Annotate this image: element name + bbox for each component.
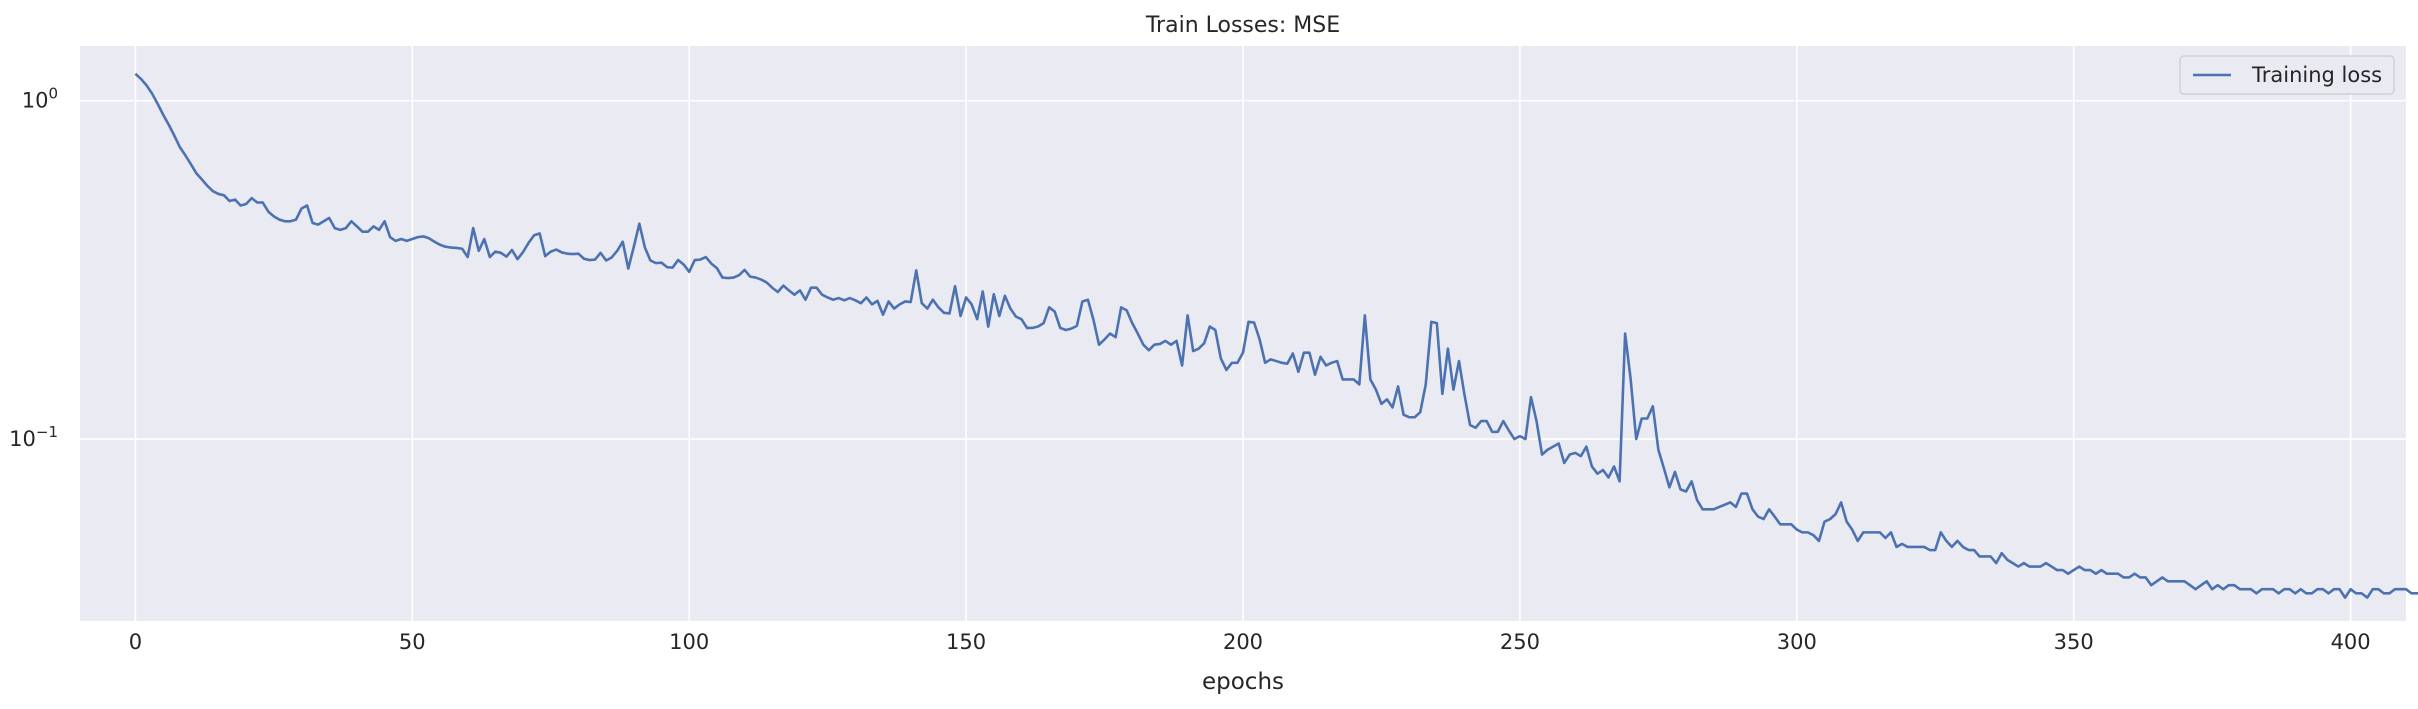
x-tick-label-250: 250 <box>1500 630 1540 654</box>
x-tick-label-50: 50 <box>399 630 426 654</box>
x-tick-label-0: 0 <box>129 630 142 654</box>
x-tick-label-150: 150 <box>946 630 986 654</box>
x-axis-label: epochs <box>1202 669 1284 695</box>
x-tick-label-100: 100 <box>669 630 709 654</box>
x-tick-label-200: 200 <box>1223 630 1263 654</box>
x-tick-label-350: 350 <box>2054 630 2094 654</box>
x-tick-label-300: 300 <box>1777 630 1817 654</box>
y-tick-labels: 100 10−1 <box>9 85 58 451</box>
legend: Training loss <box>2179 55 2395 95</box>
x-tick-label-400: 400 <box>2331 630 2371 654</box>
legend-label: Training loss <box>2251 63 2382 87</box>
chart-title: Train Losses: MSE <box>1145 13 1340 38</box>
y-tick-label-1: 10−1 <box>9 423 58 451</box>
y-tick-label-0: 100 <box>22 85 58 113</box>
x-tick-labels: 0 50 100 150 200 250 300 350 400 <box>129 630 2371 654</box>
x-gridlines <box>134 46 2352 621</box>
training-loss-line <box>134 72 2418 599</box>
legend-box <box>2179 55 2395 95</box>
y-gridlines <box>80 99 2406 440</box>
